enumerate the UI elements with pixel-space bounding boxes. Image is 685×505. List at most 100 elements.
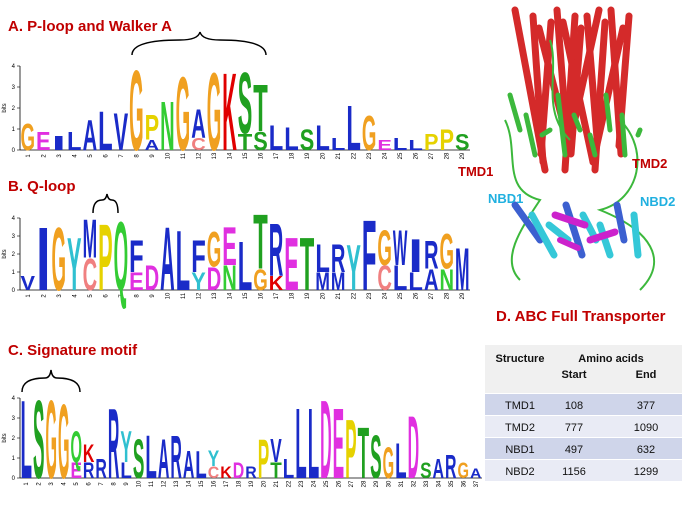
table-header: End <box>636 369 657 381</box>
logo-letter: D <box>207 260 222 297</box>
x-tick-label: 10 <box>165 152 171 159</box>
logo-letter: L <box>395 432 406 488</box>
table-cell: 108 <box>565 400 583 412</box>
protein-structure <box>504 6 656 291</box>
panel-title: D. ABC Full Transporter <box>496 308 666 325</box>
y-tick-label: 1 <box>12 127 16 133</box>
logo-letter: Q <box>114 202 129 311</box>
helix <box>551 211 589 229</box>
x-tick-label: 31 <box>399 480 405 487</box>
x-tick-label: 3 <box>57 154 63 158</box>
logo-letter: L <box>67 127 82 157</box>
x-tick-label: 14 <box>227 292 233 299</box>
helix <box>571 112 583 133</box>
x-tick-label: 12 <box>196 292 202 299</box>
logo-letter: R <box>424 232 439 277</box>
logo-letter: L <box>346 94 361 165</box>
logo-letter: C <box>377 260 392 299</box>
x-tick-label: 28 <box>445 152 451 159</box>
x-tick-label: 14 <box>187 480 193 487</box>
logo-letter: M <box>83 208 98 270</box>
y-tick-label: 1 <box>12 456 16 462</box>
x-tick-label: 2 <box>41 294 47 298</box>
logo-letter: Y <box>208 447 219 472</box>
logo-letter: I <box>36 209 51 309</box>
logo-letter: S <box>253 127 268 157</box>
logo-letter: R <box>245 463 256 482</box>
x-tick-label: 19 <box>305 152 311 159</box>
x-tick-label: 6 <box>87 482 93 486</box>
x-tick-label: 7 <box>119 154 125 158</box>
logo-letter: C <box>83 250 98 300</box>
x-tick-label: 34 <box>436 480 442 487</box>
y-tick-label: 1 <box>12 270 16 276</box>
logo-letter: I <box>52 132 67 154</box>
x-tick-label: 12 <box>196 152 202 159</box>
panel-title: C. Signature motif <box>8 342 138 359</box>
logo-letter: N <box>160 86 175 164</box>
logo-letter: R <box>83 459 94 484</box>
table-row-bg <box>485 438 682 459</box>
x-tick-label: 11 <box>181 152 187 159</box>
table-cell: TMD1 <box>505 400 535 412</box>
x-tick-label: 21 <box>274 480 280 487</box>
x-tick-label: 3 <box>57 294 63 298</box>
logo-letter: D <box>145 260 160 299</box>
bracket <box>21 369 81 393</box>
x-tick-label: 16 <box>259 152 265 159</box>
table-cell: 497 <box>565 444 583 456</box>
table-cell: 377 <box>637 400 655 412</box>
logo-letter: V <box>114 104 129 162</box>
logo-letter: G <box>176 56 191 174</box>
x-tick-label: 9 <box>124 482 130 486</box>
logo-letter: L <box>195 444 206 487</box>
x-tick-label: 18 <box>290 292 296 299</box>
logo-letter: L <box>238 226 253 304</box>
table-header-bg <box>485 345 682 393</box>
y-tick-label: 3 <box>12 234 16 240</box>
x-tick-label: 27 <box>429 292 435 299</box>
x-tick-label: 5 <box>74 482 80 486</box>
x-tick-label: 24 <box>383 292 389 299</box>
logo-letter: K <box>83 440 95 468</box>
x-tick-label: 22 <box>352 292 358 299</box>
axis-label: bits <box>2 249 8 258</box>
x-tick-label: 4 <box>62 482 68 486</box>
x-tick-label: 9 <box>150 294 156 298</box>
x-tick-label: 17 <box>274 292 280 299</box>
table-header: Start <box>561 369 586 381</box>
logo-letter: A <box>158 428 169 490</box>
x-tick-label: 8 <box>134 154 140 158</box>
logo-letter: K <box>269 273 284 295</box>
logo-letter: P <box>439 125 454 157</box>
logo-letter: Y <box>346 232 361 305</box>
logo-letter: S <box>370 422 381 492</box>
logo-letter: L <box>98 100 113 162</box>
bracket <box>92 193 119 214</box>
structure-label: NBD1 <box>488 191 523 206</box>
x-tick-label: 10 <box>165 292 171 299</box>
x-tick-label: 35 <box>449 480 455 487</box>
x-tick-label: 27 <box>349 480 355 487</box>
logo-letter: P <box>258 428 269 490</box>
y-tick-label: 4 <box>12 64 16 70</box>
logo-letter: M <box>331 267 346 295</box>
logo-letter: W <box>393 221 408 277</box>
x-tick-label: 15 <box>243 152 249 159</box>
logo-letter: L <box>21 377 32 501</box>
logo-letter: G <box>207 50 222 174</box>
x-tick-label: 24 <box>383 152 389 159</box>
logo-letter: N <box>439 262 454 297</box>
logo-letter: L <box>176 215 191 310</box>
logo-letter: P <box>424 129 439 155</box>
y-tick-label: 2 <box>12 252 16 258</box>
y-tick-label: 2 <box>12 106 16 112</box>
logo-letter: T <box>300 222 315 306</box>
logo-letter: R <box>269 208 284 292</box>
table-row-bg <box>485 416 682 437</box>
logo-letter: E <box>377 136 392 153</box>
x-tick-label: 12 <box>162 480 168 487</box>
logo-letter: T <box>358 415 369 495</box>
x-tick-label: 28 <box>445 292 451 299</box>
logo-letter: A <box>83 112 98 160</box>
